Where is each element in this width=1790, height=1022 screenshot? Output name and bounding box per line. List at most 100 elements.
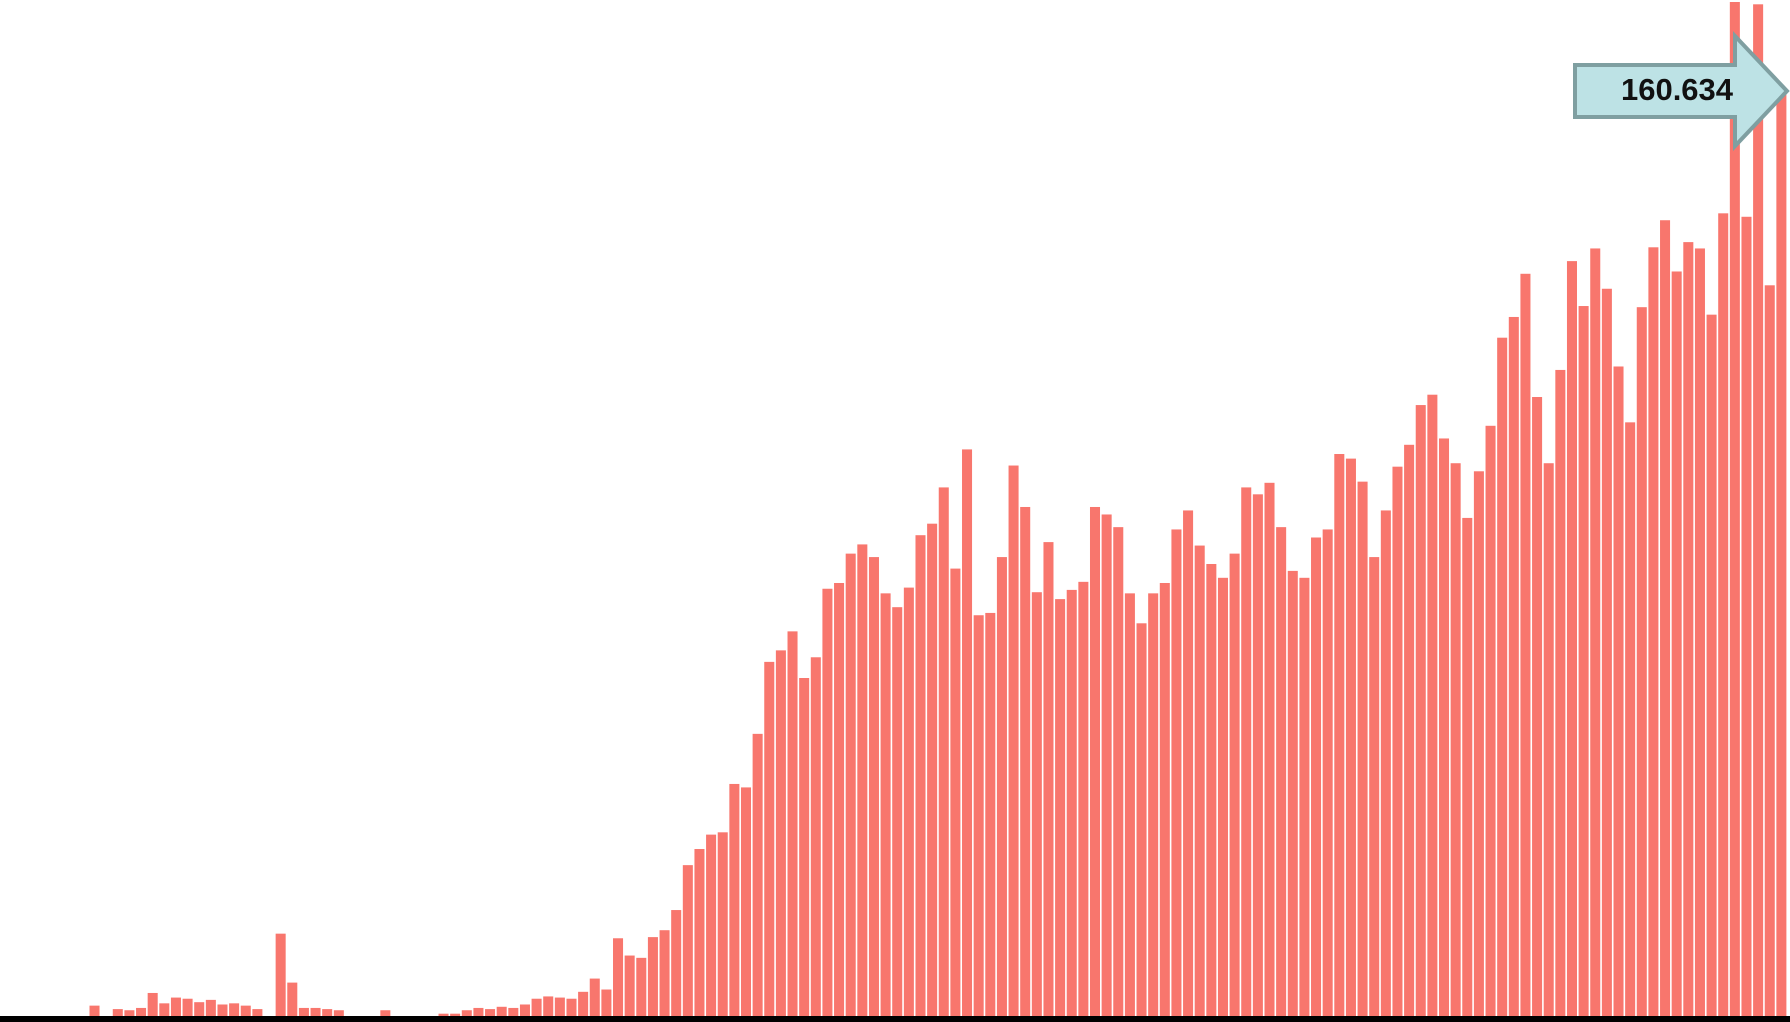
bar [1148, 593, 1159, 1016]
bar [1508, 316, 1519, 1016]
bar [1601, 288, 1612, 1016]
bar [1566, 261, 1577, 1016]
bar [1136, 623, 1147, 1016]
bar [1764, 285, 1775, 1017]
bar [1578, 306, 1589, 1017]
bar [124, 1010, 135, 1016]
bar [1648, 247, 1659, 1016]
bar [659, 930, 670, 1016]
bar [1415, 405, 1426, 1017]
bar [240, 1005, 251, 1016]
bar [1706, 314, 1717, 1016]
bar [380, 1010, 391, 1016]
bar [764, 661, 775, 1016]
bar [996, 557, 1007, 1016]
bar [647, 937, 658, 1016]
bar [962, 449, 973, 1016]
bar [1159, 582, 1170, 1016]
bar [636, 957, 647, 1016]
bars [89, 2, 1787, 1017]
bar [1392, 466, 1403, 1017]
bar [613, 938, 624, 1016]
bar [508, 1007, 519, 1016]
bar [589, 978, 600, 1016]
bar [159, 1003, 170, 1016]
bar [136, 1007, 147, 1016]
bar [1438, 438, 1450, 1016]
bar [857, 544, 868, 1016]
bar [915, 535, 926, 1016]
bar [1485, 425, 1496, 1017]
bar [1008, 465, 1019, 1017]
bar [1183, 510, 1194, 1016]
bar [810, 657, 821, 1016]
bar [496, 1006, 507, 1016]
bar [1532, 397, 1543, 1016]
bar [182, 998, 193, 1016]
bar [1543, 463, 1554, 1017]
bar [985, 612, 996, 1016]
bar [1660, 220, 1671, 1016]
bar [1694, 248, 1705, 1016]
bar [799, 678, 810, 1016]
bar [1520, 273, 1531, 1016]
bar [822, 588, 833, 1016]
bar [519, 1004, 530, 1016]
bar [1497, 337, 1508, 1016]
bar [1194, 545, 1205, 1016]
bar [578, 991, 589, 1016]
bar [1741, 216, 1752, 1016]
bar [845, 553, 856, 1016]
bar [438, 1013, 449, 1016]
bar [1101, 514, 1112, 1016]
callout-label: 160.634 [1621, 72, 1734, 107]
bar [333, 1010, 344, 1016]
bar [1369, 557, 1380, 1016]
bar [775, 650, 786, 1016]
callout-arrow [1573, 31, 1790, 152]
bar [1078, 581, 1089, 1016]
bar [1636, 307, 1647, 1017]
bar [1322, 529, 1333, 1016]
bar [205, 999, 216, 1016]
bar [252, 1009, 263, 1016]
bar [147, 992, 158, 1016]
bar [1264, 482, 1275, 1017]
bar [1217, 577, 1228, 1016]
bar [287, 982, 298, 1016]
bar [531, 998, 542, 1016]
bar [1229, 553, 1240, 1016]
bar [717, 832, 728, 1016]
bar [566, 998, 577, 1016]
bar [170, 997, 181, 1016]
bar [1683, 242, 1694, 1017]
bar [473, 1007, 484, 1016]
bar [1089, 506, 1101, 1016]
bar [1776, 91, 1787, 1017]
bar [1462, 517, 1473, 1016]
bar [1613, 366, 1624, 1017]
bar [706, 834, 717, 1016]
bar [1252, 494, 1263, 1016]
bar [694, 849, 705, 1016]
bar [1276, 527, 1287, 1016]
bar [1590, 248, 1601, 1016]
bar [1555, 369, 1566, 1016]
bar [973, 615, 984, 1016]
bar [1124, 593, 1135, 1016]
bar [1066, 589, 1077, 1016]
bar [1334, 454, 1345, 1016]
bar [1241, 487, 1252, 1016]
bar [461, 1010, 472, 1016]
callout: 160.634 [1573, 31, 1790, 152]
bar [1718, 213, 1729, 1017]
bar [903, 587, 914, 1016]
bar [1345, 458, 1356, 1016]
bar [880, 593, 891, 1016]
bar [543, 996, 554, 1016]
bar [927, 523, 938, 1016]
bar [1020, 506, 1031, 1016]
bar [624, 955, 635, 1016]
bar [834, 582, 845, 1016]
bar [1206, 563, 1217, 1016]
